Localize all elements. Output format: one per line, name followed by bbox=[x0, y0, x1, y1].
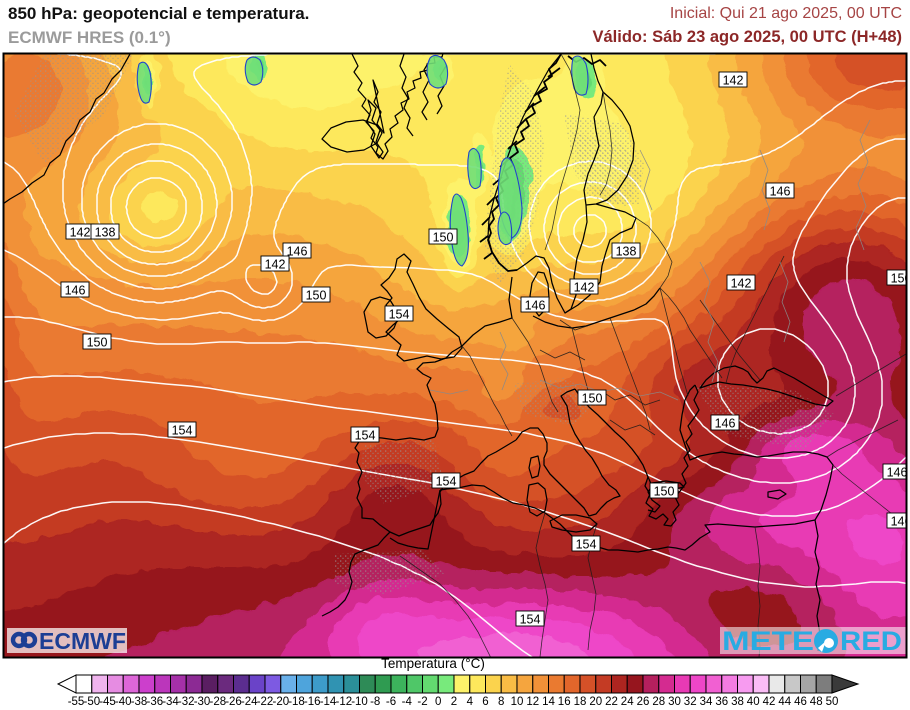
svg-text:154: 154 bbox=[172, 424, 193, 438]
svg-text:50: 50 bbox=[826, 696, 839, 708]
svg-text:146: 146 bbox=[891, 515, 910, 529]
svg-text:8: 8 bbox=[498, 696, 504, 708]
svg-text:146: 146 bbox=[715, 417, 736, 431]
svg-text:-6: -6 bbox=[386, 696, 396, 708]
svg-text:34: 34 bbox=[700, 696, 713, 708]
svg-text:30: 30 bbox=[668, 696, 681, 708]
svg-text:48: 48 bbox=[810, 696, 823, 708]
svg-text:154: 154 bbox=[576, 538, 597, 552]
svg-text:18: 18 bbox=[574, 696, 587, 708]
svg-text:154: 154 bbox=[436, 475, 457, 489]
svg-text:12: 12 bbox=[526, 696, 539, 708]
svg-text:28: 28 bbox=[652, 696, 665, 708]
svg-text:4: 4 bbox=[467, 696, 474, 708]
svg-text:22: 22 bbox=[605, 696, 618, 708]
svg-text:-24: -24 bbox=[241, 696, 258, 708]
svg-text:Temperatura (°C): Temperatura (°C) bbox=[381, 656, 485, 671]
svg-text:6: 6 bbox=[482, 696, 488, 708]
svg-text:32: 32 bbox=[684, 696, 697, 708]
svg-text:146: 146 bbox=[65, 284, 86, 298]
svg-text:METE: METE bbox=[722, 626, 814, 656]
svg-text:150: 150 bbox=[306, 289, 327, 303]
svg-text:-2: -2 bbox=[417, 696, 427, 708]
svg-text:-34: -34 bbox=[162, 696, 179, 708]
svg-text:142: 142 bbox=[731, 277, 752, 291]
svg-text:146: 146 bbox=[287, 245, 308, 259]
svg-text:-16: -16 bbox=[304, 696, 321, 708]
svg-text:-55: -55 bbox=[68, 696, 85, 708]
svg-text:ECMWF: ECMWF bbox=[39, 628, 126, 654]
svg-text:-22: -22 bbox=[257, 696, 274, 708]
svg-text:44: 44 bbox=[778, 696, 791, 708]
svg-text:150: 150 bbox=[87, 336, 108, 350]
svg-text:-30: -30 bbox=[194, 696, 211, 708]
svg-text:-4: -4 bbox=[402, 696, 413, 708]
svg-text:150: 150 bbox=[582, 392, 603, 406]
svg-text:138: 138 bbox=[616, 245, 637, 259]
svg-text:-20: -20 bbox=[272, 696, 289, 708]
svg-text:142: 142 bbox=[265, 258, 286, 272]
svg-text:20: 20 bbox=[589, 696, 602, 708]
svg-text:-45: -45 bbox=[99, 696, 116, 708]
svg-text:14: 14 bbox=[542, 696, 555, 708]
svg-text:-18: -18 bbox=[288, 696, 305, 708]
svg-text:24: 24 bbox=[621, 696, 634, 708]
svg-text:38: 38 bbox=[731, 696, 744, 708]
svg-text:154: 154 bbox=[520, 613, 541, 627]
svg-text:-36: -36 bbox=[146, 696, 163, 708]
svg-text:142: 142 bbox=[723, 74, 744, 88]
svg-text:-38: -38 bbox=[131, 696, 148, 708]
svg-text:138: 138 bbox=[95, 226, 116, 240]
svg-text:142: 142 bbox=[70, 226, 91, 240]
svg-text:142: 142 bbox=[574, 281, 595, 295]
svg-text:154: 154 bbox=[389, 308, 410, 322]
svg-text:-12: -12 bbox=[335, 696, 352, 708]
svg-text:150: 150 bbox=[891, 272, 910, 286]
svg-text:36: 36 bbox=[715, 696, 728, 708]
svg-text:-26: -26 bbox=[225, 696, 242, 708]
svg-text:40: 40 bbox=[747, 696, 760, 708]
svg-text:16: 16 bbox=[558, 696, 571, 708]
svg-text:146: 146 bbox=[525, 299, 546, 313]
svg-text:146: 146 bbox=[770, 185, 791, 199]
svg-text:2: 2 bbox=[451, 696, 457, 708]
svg-text:150: 150 bbox=[433, 231, 454, 245]
svg-text:26: 26 bbox=[637, 696, 650, 708]
svg-text:-40: -40 bbox=[115, 696, 132, 708]
svg-text:-10: -10 bbox=[351, 696, 368, 708]
svg-text:-8: -8 bbox=[370, 696, 380, 708]
svg-text:46: 46 bbox=[794, 696, 807, 708]
svg-text:150: 150 bbox=[654, 485, 675, 499]
svg-text:-32: -32 bbox=[178, 696, 195, 708]
svg-text:0: 0 bbox=[435, 696, 441, 708]
svg-text:-28: -28 bbox=[209, 696, 226, 708]
svg-text:154: 154 bbox=[355, 429, 376, 443]
svg-text:42: 42 bbox=[763, 696, 776, 708]
svg-text:RED: RED bbox=[840, 626, 902, 656]
svg-text:-50: -50 bbox=[83, 696, 100, 708]
svg-text:10: 10 bbox=[511, 696, 524, 708]
svg-text:146: 146 bbox=[887, 466, 908, 480]
svg-text:-14: -14 bbox=[320, 696, 337, 708]
